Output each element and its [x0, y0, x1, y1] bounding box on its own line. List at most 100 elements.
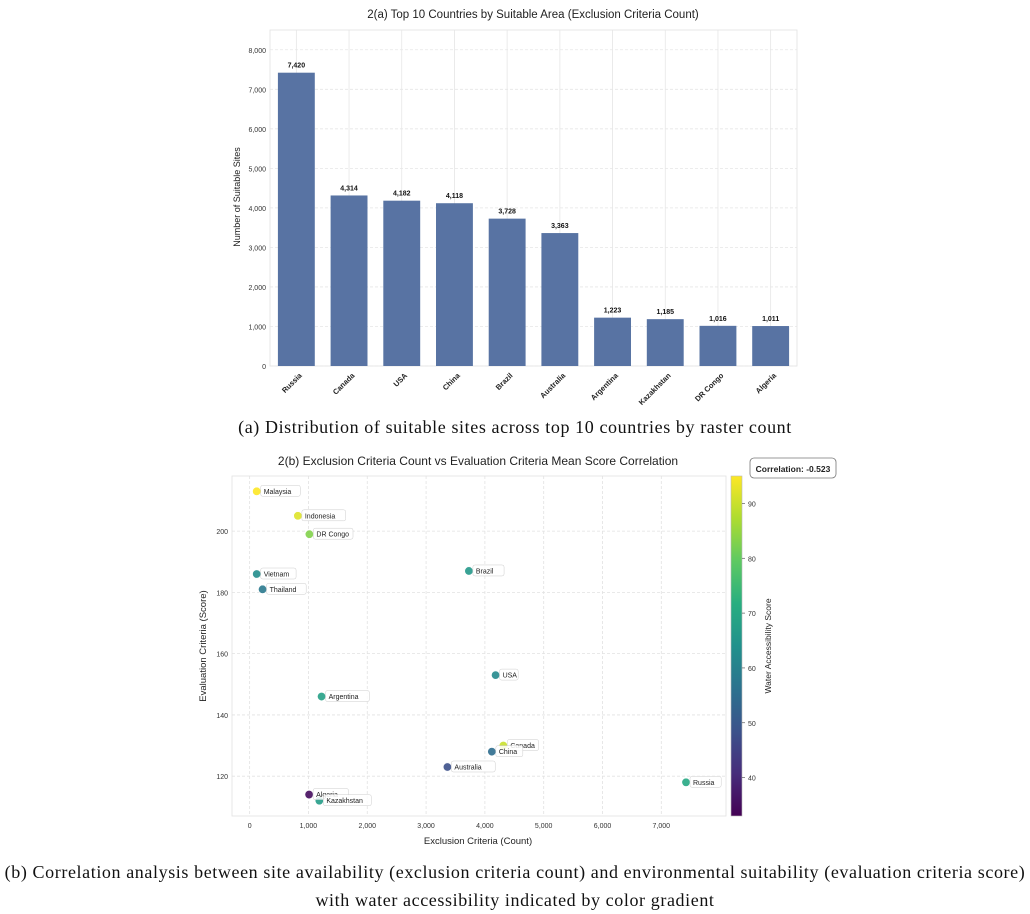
point-indonesia — [293, 511, 303, 521]
scatter-chart-title: 2(b) Exclusion Criteria Count vs Evaluat… — [278, 454, 678, 468]
point-label-box — [325, 690, 370, 702]
colorbar-tick-label: 80 — [748, 556, 756, 563]
bar-australia — [541, 233, 579, 366]
colorbar-tick-label: 70 — [748, 611, 756, 618]
y-tick-label: 200 — [216, 529, 228, 536]
scatter-chart-point-labels: Malaysia Indonesia DR Congo Vietnam Thailand… — [260, 485, 722, 806]
point-china — [487, 747, 497, 757]
point-label: Kazakhstan — [326, 798, 363, 805]
point-label: Brazil — [476, 568, 494, 575]
point-label: Argentina — [329, 694, 359, 701]
point-algeria — [304, 790, 314, 800]
caption-b-line-1: (b) Correlation analysis between site av… — [4, 862, 1026, 882]
bar-chart-title: 2(a) Top 10 Countries by Suitable Area (… — [367, 9, 699, 21]
x-tick-label: Algeria — [754, 370, 779, 395]
bar-value-label: 4,182 — [393, 191, 411, 198]
point-label-box — [689, 776, 722, 788]
point-brazil — [464, 566, 474, 576]
bar-value-label: 3,363 — [551, 223, 569, 230]
point-vietnam — [252, 569, 262, 579]
point-label-box — [323, 794, 372, 806]
x-tick-label: 5,000 — [535, 823, 553, 830]
x-tick-label: Russia — [280, 370, 304, 394]
point-label-box — [451, 760, 496, 773]
x-tick-label: China — [441, 370, 463, 392]
scatter-chart: 2(b) Exclusion Criteria Count vs Evaluat… — [198, 454, 837, 847]
point-label: Indonesia — [305, 513, 335, 520]
point-label: DR Congo — [316, 532, 349, 539]
colorbar-tick-label: 50 — [748, 721, 756, 728]
bar-usa — [383, 200, 421, 366]
scatter-chart-grid — [231, 475, 727, 817]
point-label-box — [266, 583, 307, 595]
y-tick-label: 160 — [216, 652, 228, 659]
colorbar-tick-label: 90 — [748, 501, 756, 508]
point-label: Malaysia — [264, 489, 292, 496]
bar-dr-congo — [699, 325, 737, 366]
scatter-chart-y-axis-label: Evaluation Criteria (Score) — [198, 590, 209, 701]
point-usa — [491, 670, 501, 680]
bar-value-label: 4,314 — [340, 185, 358, 192]
colorbar — [730, 475, 743, 817]
bar-chart-value-labels: 7,420 4,314 4,182 4,118 3,728 3,363 1,223 1,185… — [288, 63, 780, 323]
point-malaysia — [252, 486, 262, 496]
bar-algeria — [752, 326, 790, 366]
point-label-box — [260, 567, 297, 580]
x-tick-label: 2,000 — [358, 823, 376, 830]
x-tick-label: Kazakhstan — [637, 371, 673, 407]
y-tick-label: 6,000 — [248, 127, 266, 134]
plot-frame — [231, 475, 727, 817]
correlation-text: Correlation: -0.523 — [756, 464, 831, 474]
x-tick-label: DR Congo — [693, 371, 726, 404]
x-tick-label: 3,000 — [417, 823, 435, 830]
bar-value-label: 1,016 — [709, 316, 727, 323]
y-tick-label: 2,000 — [248, 285, 266, 292]
bar-chart-bars — [277, 72, 790, 366]
x-tick-label: 1,000 — [300, 823, 318, 830]
point-thailand — [258, 584, 268, 594]
x-tick-label: 7,000 — [653, 823, 671, 830]
x-tick-label: USA — [392, 371, 410, 389]
y-tick-label: 0 — [262, 364, 266, 371]
bar-value-label: 1,223 — [604, 308, 622, 315]
bar-russia — [277, 72, 315, 366]
bar-value-label: 7,420 — [288, 63, 306, 70]
bar-value-label: 1,011 — [762, 316, 779, 323]
bar-value-label: 4,118 — [446, 193, 463, 200]
bar-chart-y-ticks: 0 1,000 2,000 3,000 4,000 5,000 6,000 7,000 8,00… — [248, 48, 266, 371]
x-tick-label: Australia — [538, 370, 568, 400]
caption-a: (a) Distribution of suitable sites acros… — [238, 417, 792, 437]
bar-canada — [330, 195, 368, 366]
point-australia — [442, 762, 452, 772]
point-label: China — [499, 749, 517, 756]
y-tick-label: 3,000 — [248, 245, 266, 252]
y-tick-label: 180 — [216, 590, 228, 597]
point-russia — [681, 777, 691, 787]
y-tick-label: 7,000 — [248, 87, 266, 94]
colorbar-ticks: 40 50 60 70 80 90 — [742, 501, 756, 783]
point-label-box — [472, 564, 505, 577]
bar-china — [436, 203, 473, 366]
caption-b-line-2: with water accessibility indicated by co… — [315, 890, 715, 910]
point-label: Vietnam — [264, 572, 290, 579]
y-tick-label: 1,000 — [248, 324, 266, 331]
point-label-box — [495, 745, 524, 757]
x-tick-label: Brazil — [494, 371, 515, 392]
correlation-box — [749, 457, 837, 479]
bar-value-label: 3,728 — [498, 209, 516, 216]
plot-frame — [269, 29, 798, 367]
colorbar-label: Water Accessibility Score — [763, 598, 773, 693]
bar-kazakhstan — [646, 319, 684, 366]
point-label: Russia — [693, 780, 715, 787]
point-label: Australia — [454, 764, 481, 771]
bar-brazil — [488, 218, 526, 366]
bar-chart-y-axis-label: Number of Suitable Sites — [232, 147, 242, 247]
bar-argentina — [594, 317, 631, 366]
y-tick-label: 120 — [216, 774, 228, 781]
x-tick-label: 6,000 — [594, 823, 612, 830]
point-label-box — [499, 668, 519, 681]
x-tick-label: 4,000 — [476, 823, 494, 830]
y-tick-label: 140 — [216, 713, 228, 720]
y-tick-label: 5,000 — [248, 166, 266, 173]
x-tick-label: 0 — [248, 823, 252, 830]
